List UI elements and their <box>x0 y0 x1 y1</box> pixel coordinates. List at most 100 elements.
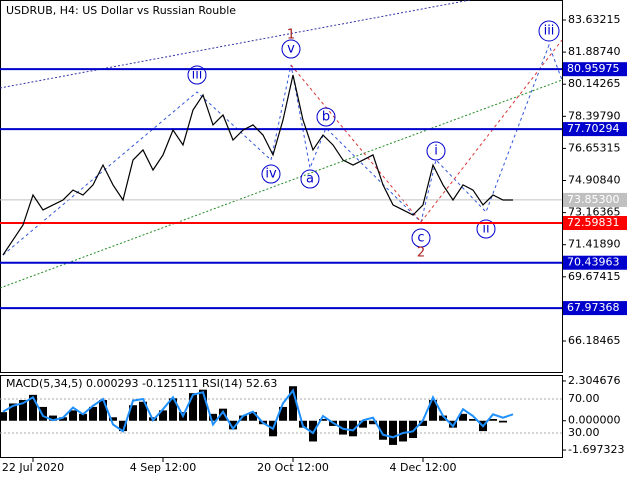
level-box <box>563 122 627 137</box>
price-line <box>2 74 513 256</box>
y-tick-label: 78.39790 <box>568 109 621 122</box>
wave-path <box>2 43 563 256</box>
ann-circle <box>281 39 301 59</box>
macd-bar <box>109 417 117 421</box>
macd-bar <box>249 412 257 421</box>
ann-circle <box>316 107 336 127</box>
y-tick-label: 73.16365 <box>568 206 621 219</box>
macd-bar <box>359 420 367 428</box>
ann-circle <box>261 164 281 184</box>
y-tick-label: 74.90840 <box>568 174 621 187</box>
macd-bar <box>0 412 7 421</box>
rsi-line <box>2 388 514 439</box>
macd-bar <box>349 420 357 437</box>
macd-bar <box>139 401 147 421</box>
macd-bar <box>439 415 447 421</box>
macd-bar <box>159 410 167 421</box>
wave-label: b <box>322 110 330 125</box>
x-tick-label: 4 Dec 12:00 <box>390 461 457 474</box>
macd-bar <box>319 419 327 421</box>
macd-bar <box>49 415 57 421</box>
macd-bar <box>409 420 417 439</box>
macd-bar <box>379 420 387 440</box>
macd-bar <box>39 406 47 421</box>
x-tick-label: 4 Sep 12:00 <box>130 461 196 474</box>
y-tick-label: -1.697323 <box>568 443 624 456</box>
sub-title: MACD(5,34,5) 0.000293 -0.125111 RSI(14) … <box>6 377 277 390</box>
macd-bar <box>219 408 227 421</box>
wave-label: iv <box>265 167 277 182</box>
ann-circle <box>300 169 320 189</box>
y-tick-label: 69.67415 <box>568 270 621 283</box>
level-label: 67.97368 <box>567 301 620 314</box>
y2-tick-label: 30.00 <box>568 426 600 439</box>
y-tick-label: 81.88740 <box>568 45 621 58</box>
wave-label: iii <box>192 68 203 83</box>
y-tick-label: 76.65315 <box>568 141 621 154</box>
wave-label: i <box>434 144 438 159</box>
macd-bar <box>69 410 77 421</box>
level-label: 77.70294 <box>567 122 620 135</box>
wave-path <box>290 39 563 223</box>
macd-bar <box>79 413 87 421</box>
level-box <box>563 301 627 316</box>
wave-label: ii <box>482 222 489 237</box>
level-label: 80.95975 <box>567 62 620 75</box>
level-box <box>563 62 627 77</box>
macd-bar <box>189 393 197 421</box>
y-tick-label: 80.14265 <box>568 77 621 90</box>
ann-circle <box>426 141 446 161</box>
macd-bar <box>59 417 67 421</box>
wave-label: iii <box>544 24 555 39</box>
macd-bar <box>119 420 127 432</box>
last-price-box <box>563 192 627 207</box>
last-price-label: 73.85300 <box>567 193 620 206</box>
ann-circle <box>538 20 560 42</box>
macd-bar <box>129 405 137 421</box>
x-tick-label: 20 Oct 12:00 <box>257 461 329 474</box>
annotations <box>187 20 560 248</box>
macd-bar <box>449 420 457 428</box>
level-box <box>563 255 627 270</box>
macd-bar <box>289 386 297 421</box>
x-tick-label: 22 Jul 2020 <box>2 461 64 474</box>
macd-bar <box>9 403 17 421</box>
macd-bar <box>499 420 507 423</box>
level-box <box>563 216 627 231</box>
ann-circle <box>411 228 431 248</box>
wave-label: c <box>417 231 424 246</box>
wave-label: v <box>287 42 295 57</box>
level-label: 72.59831 <box>567 216 620 229</box>
macd-bar <box>369 420 377 425</box>
ann-circle <box>476 219 496 239</box>
y-tick-label: 0.000000 <box>568 414 621 427</box>
macd-bar <box>399 420 407 442</box>
y-tick-label: 2.304676 <box>568 374 621 387</box>
y2-tick-label: 70.00 <box>568 392 600 405</box>
macd-bar <box>429 400 437 421</box>
wave-label: 2 <box>417 246 425 261</box>
macd-bar <box>209 413 217 421</box>
macd-bar <box>199 389 207 421</box>
wave-label: a <box>306 172 314 187</box>
wave-label: 1 <box>287 28 295 43</box>
macd-bar <box>19 400 27 421</box>
macd-bar <box>279 406 287 421</box>
macd-bar <box>229 420 237 430</box>
level-label: 70.43963 <box>567 256 620 269</box>
macd-bar <box>489 419 497 421</box>
ann-circle <box>187 65 207 85</box>
macd-bar <box>239 415 247 421</box>
y-tick-label: 66.18465 <box>568 334 621 347</box>
macd-bar <box>469 419 477 421</box>
macd-bar <box>89 406 97 421</box>
y-tick-label: 71.41890 <box>568 238 621 251</box>
y-tick-label: 83.63215 <box>568 13 621 26</box>
macd-bar <box>459 413 467 421</box>
main-frame <box>0 0 563 373</box>
macd-bar <box>419 420 427 426</box>
chart-title: USDRUB, H4: US Dollar vs Russian Rouble <box>6 4 236 17</box>
macd-bar <box>169 398 177 421</box>
macd-bar <box>99 400 107 421</box>
